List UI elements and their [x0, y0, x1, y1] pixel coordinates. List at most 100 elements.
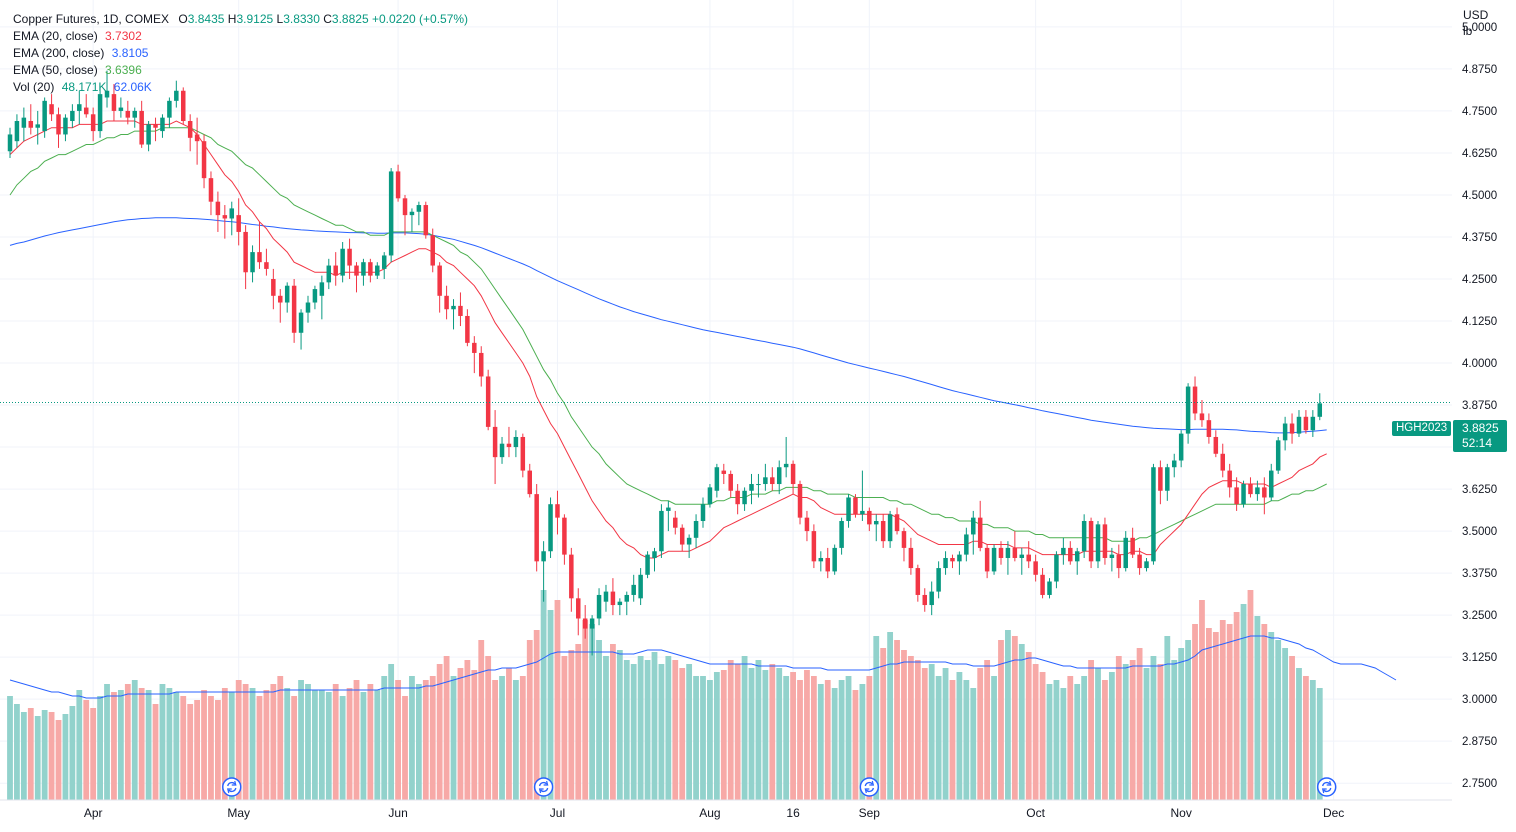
volume-bar: [7, 696, 13, 800]
candle-body: [1213, 436, 1219, 454]
volume-bar: [596, 640, 602, 800]
volume-ma-value: 62.06K: [113, 80, 152, 94]
volume-bar: [1032, 664, 1039, 800]
volume-bar: [610, 644, 616, 800]
dividend-marker-icon[interactable]: [533, 777, 554, 797]
candle-body: [1109, 554, 1115, 558]
volume-bar: [651, 652, 658, 800]
volume-bar: [686, 664, 693, 800]
volume-bar: [277, 676, 284, 800]
time-tick-label: Apr: [84, 806, 103, 820]
volume-bar: [242, 684, 249, 800]
candle-body: [728, 473, 733, 491]
volume-bar: [616, 650, 623, 800]
candle-body: [118, 107, 124, 111]
candle-body: [624, 594, 630, 602]
dividend-marker-icon[interactable]: [859, 777, 880, 797]
volume-bar: [367, 684, 374, 800]
candle-body: [243, 231, 248, 273]
candle-body: [520, 436, 526, 471]
volume-bar: [325, 692, 332, 800]
legend-ema20-row[interactable]: EMA (20, close) 3.7302: [13, 28, 468, 45]
candle-body: [1165, 467, 1170, 491]
volume-bar: [97, 696, 103, 800]
time-axis[interactable]: Apr May Jun Jul Aug 16 Sep Oct Nov Dec: [84, 806, 1344, 820]
volume-bar: [409, 676, 415, 800]
candle-body: [1074, 551, 1080, 562]
candle-body: [14, 121, 20, 142]
event-markers[interactable]: [222, 777, 1337, 797]
candle-body: [1282, 423, 1288, 441]
candle-body: [790, 463, 796, 485]
volume-bar: [1115, 656, 1122, 800]
candle-body: [1054, 554, 1059, 582]
volume-bar: [312, 690, 318, 800]
candle-body: [298, 312, 304, 333]
candle-body: [617, 601, 623, 606]
time-tick-label: May: [227, 806, 250, 820]
candle-body: [1123, 537, 1128, 569]
candle-body: [1317, 403, 1323, 417]
volume-bar: [388, 664, 395, 800]
volume-bar: [589, 624, 596, 800]
price-axis[interactable]: 5.0000 4.8750 4.7500 4.6250 4.5000 4.3750 4.25…: [1462, 22, 1497, 790]
candle-body: [1116, 554, 1122, 569]
dividend-marker-icon[interactable]: [1316, 777, 1337, 797]
candle-body: [7, 134, 13, 152]
candle-body: [908, 547, 914, 569]
candle-body: [1296, 416, 1302, 434]
candle-body: [589, 618, 595, 629]
candle-body: [811, 531, 817, 562]
candle-body: [527, 470, 532, 495]
candle-body: [679, 527, 685, 545]
price-tick-label: 3.1250: [1462, 652, 1497, 664]
candle-body: [215, 201, 221, 216]
candle-body: [652, 551, 657, 558]
candle-body: [541, 551, 546, 562]
legend-volume-row[interactable]: Vol (20) 48.171K 62.06K: [13, 79, 468, 96]
candle-body: [998, 547, 1004, 558]
candle-body: [770, 477, 775, 485]
currency-unit[interactable]: USD lb: [1463, 7, 1488, 39]
legend-ema50-row[interactable]: EMA (50, close) 3.6396: [13, 62, 468, 79]
volume-bar: [339, 696, 346, 800]
candle-body: [222, 215, 228, 219]
candle-body: [776, 467, 782, 485]
volume-bar: [1199, 600, 1205, 800]
price-tick-label: 4.6250: [1462, 148, 1497, 160]
volume-bar: [76, 690, 83, 800]
candle-body: [603, 591, 609, 602]
arrow-head-icon: [543, 780, 549, 786]
volume-bar: [1011, 636, 1018, 800]
ema200-value: 3.8105: [111, 46, 149, 60]
volume-bar: [1296, 668, 1302, 800]
volume-bar: [1005, 630, 1011, 800]
time-tick-label: Sep: [859, 806, 881, 820]
legend-ema200-row[interactable]: EMA (200, close) 3.8105: [13, 45, 468, 62]
volume-bar: [1067, 676, 1074, 800]
candle-body: [818, 557, 824, 562]
volume-bar: [644, 660, 651, 800]
candle-body: [977, 517, 983, 548]
candle-body: [42, 100, 47, 132]
candle-body: [416, 205, 422, 212]
candle-body: [569, 554, 574, 599]
candle-body: [562, 517, 567, 555]
volume-bar: [1178, 648, 1185, 800]
candle-body: [83, 107, 89, 115]
volume-bar: [436, 664, 443, 800]
candle-body: [181, 90, 186, 122]
volume-bar: [1039, 672, 1046, 800]
candle-body: [333, 265, 338, 276]
dividend-marker-icon[interactable]: [222, 777, 242, 797]
candle-body: [763, 477, 768, 485]
volume-bar: [228, 692, 235, 800]
candle-body: [783, 463, 789, 468]
candle-body: [194, 134, 200, 142]
legend-symbol-row[interactable]: Copper Futures, 1D, COMEX O3.8435 H3.912…: [13, 11, 468, 28]
volume-bar: [880, 648, 887, 800]
candle-body: [305, 302, 311, 313]
volume-bar: [707, 680, 713, 800]
